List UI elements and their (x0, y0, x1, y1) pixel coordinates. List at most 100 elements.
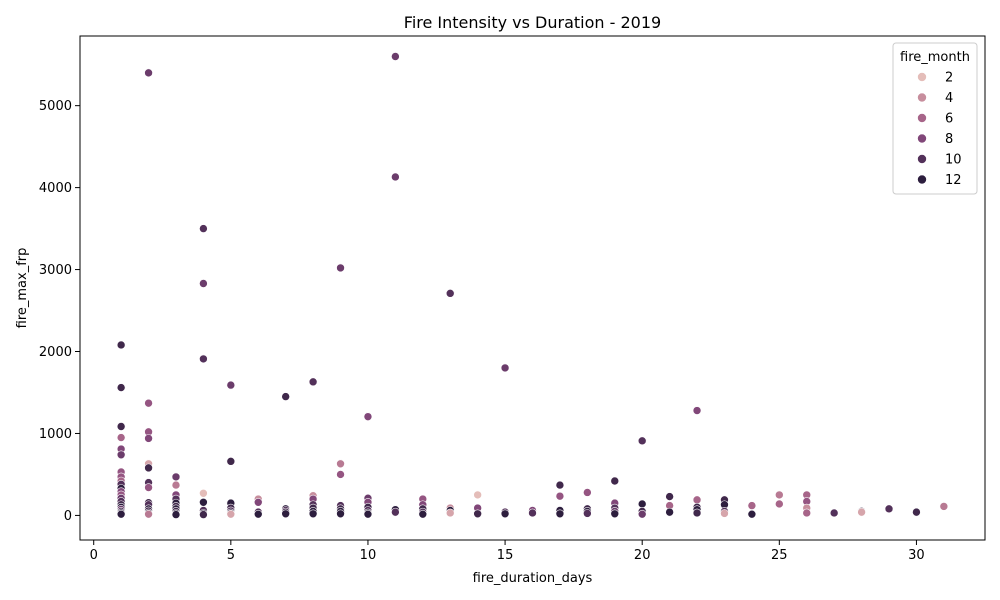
data-point (308, 377, 318, 387)
legend-entry-label: 4 (945, 91, 953, 106)
data-point (500, 509, 510, 519)
data-point (637, 499, 647, 509)
x-tick-label: 30 (908, 548, 925, 563)
data-point (199, 354, 208, 364)
data-point (171, 480, 181, 490)
legend-marker (917, 133, 927, 144)
data-point (144, 434, 153, 443)
data-point (610, 509, 620, 519)
data-point (226, 380, 236, 390)
data-point (199, 488, 208, 498)
data-point (473, 490, 482, 500)
y-axis-label: fire_max_frp (15, 248, 30, 329)
y-tick-label: 4000 (39, 181, 72, 196)
y-tick-label: 1000 (39, 427, 72, 442)
data-point (144, 483, 153, 492)
y-tick-label: 5000 (39, 99, 72, 114)
x-tick-label: 5 (227, 548, 235, 563)
data-point (391, 507, 400, 517)
y-tick-label: 3000 (39, 263, 72, 278)
data-point (363, 412, 373, 421)
legend-marker (917, 154, 927, 164)
data-point (253, 509, 263, 519)
x-tick-label: 25 (771, 548, 788, 563)
legend-entry-label: 10 (945, 153, 962, 168)
legend-marker (917, 92, 927, 103)
x-tick-label: 15 (497, 548, 514, 563)
data-point (637, 509, 647, 519)
data-point (857, 507, 866, 517)
data-point (418, 509, 428, 519)
legend-entry-label: 12 (945, 173, 962, 188)
data-point (199, 510, 208, 519)
y-axis: 0 1000 2000 3000 4000 5000 (39, 99, 80, 524)
legend-entry-label: 2 (945, 71, 953, 86)
data-point (939, 502, 949, 511)
legend-entry-label: 8 (945, 132, 953, 147)
data-point (692, 495, 702, 505)
data-point (665, 492, 674, 501)
data-points (116, 52, 949, 519)
data-point (144, 398, 153, 408)
data-point (528, 508, 537, 518)
data-point (253, 498, 263, 507)
data-point (692, 508, 702, 518)
data-point (226, 509, 236, 519)
data-point (116, 383, 126, 392)
data-point (637, 436, 647, 446)
data-point (144, 68, 153, 78)
plot-area-frame (79, 35, 986, 541)
chart-title: Fire Intensity vs Duration - 2019 (404, 13, 661, 32)
data-point (226, 457, 236, 466)
data-point (363, 509, 373, 519)
data-point (884, 504, 894, 514)
data-point (583, 488, 592, 497)
data-point (281, 392, 290, 401)
data-point (802, 508, 812, 518)
data-point (775, 499, 784, 509)
data-point (391, 52, 400, 61)
data-point (445, 289, 455, 298)
data-point (500, 363, 510, 373)
data-point (144, 509, 153, 519)
data-point (308, 509, 318, 519)
legend: fire_month 2 4 6 8 10 12 (892, 42, 978, 195)
data-point (747, 509, 757, 519)
data-point (555, 480, 565, 490)
data-point (555, 491, 565, 501)
data-point (692, 406, 702, 415)
data-point (610, 476, 620, 486)
legend-title: fire_month (900, 50, 970, 65)
data-point (555, 509, 565, 519)
data-point (199, 279, 208, 288)
data-point (281, 509, 290, 519)
data-point (336, 263, 345, 273)
data-point (720, 509, 729, 518)
data-point (199, 224, 208, 233)
x-tick-label: 20 (634, 548, 651, 563)
data-point (336, 459, 345, 469)
legend-marker (917, 72, 927, 82)
data-point (775, 490, 784, 500)
data-point (116, 340, 126, 350)
data-point (665, 507, 674, 517)
data-point (171, 472, 181, 482)
legend-frame (892, 42, 978, 195)
data-point (912, 507, 921, 517)
data-point (336, 509, 345, 519)
data-point (116, 450, 126, 460)
data-point (445, 508, 455, 518)
data-point (336, 470, 345, 479)
data-point (391, 172, 400, 182)
data-point (199, 498, 208, 507)
data-point (473, 509, 482, 519)
y-tick-label: 0 (64, 509, 72, 524)
x-tick-label: 10 (360, 548, 377, 563)
x-axis: 0 5 10 15 20 25 30 (90, 540, 925, 563)
data-point (747, 501, 757, 510)
data-point (116, 422, 126, 431)
x-axis-label: fire_duration_days (473, 571, 593, 586)
legend-entry-label: 6 (945, 112, 953, 127)
data-point (829, 508, 839, 518)
